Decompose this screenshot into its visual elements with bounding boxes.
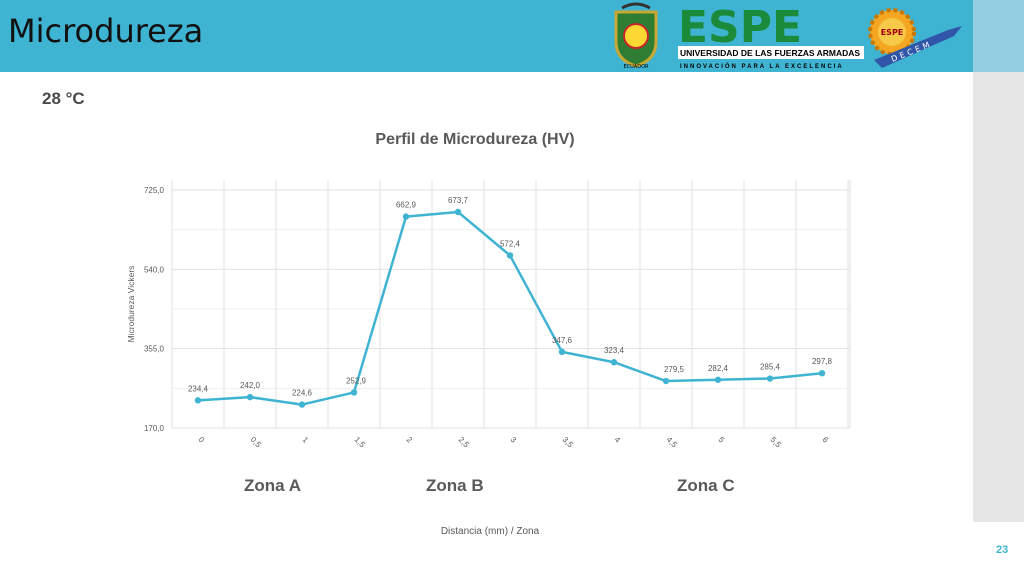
x-tick-label: 4 [613, 435, 623, 445]
x-tick-label: 2 [405, 435, 415, 445]
data-label: 282,4 [708, 364, 729, 373]
data-point [454, 208, 462, 216]
axes: 170,0 355,0 540,0 725,0 Microdureza Vickers 0… [126, 186, 830, 450]
x-tick-label: 3 [509, 435, 519, 445]
y-tick-label: 540,0 [144, 265, 165, 274]
data-label: 323,4 [604, 346, 625, 355]
logo-motto-text: INNOVACIÓN PARA LA EXCELENCIA [680, 62, 844, 70]
data-label: 297,8 [812, 357, 833, 366]
x-tick-label: 6 [821, 435, 831, 445]
x-axis-title: Distancia (mm) / Zona [440, 526, 540, 537]
y-tick-label: 725,0 [144, 186, 165, 195]
chart-title: Perfil de Microdureza (HV) [375, 131, 575, 148]
x-tick-label: 3,5 [561, 435, 576, 450]
x-tick-label: 0 [197, 435, 207, 445]
data-point [714, 376, 722, 383]
y-axis-title: Microdureza Vickers [126, 266, 136, 343]
x-tick-label: 1 [301, 435, 311, 445]
data-point [610, 359, 618, 366]
data-labels: 234,4 242,0 224,6 252,9 662,9 673,7 572,4 347,6… [188, 196, 833, 398]
data-point [766, 375, 774, 382]
side-band [973, 72, 1024, 522]
page-number: 23 [996, 544, 1009, 556]
data-point [350, 389, 358, 396]
data-label: 242,0 [240, 381, 261, 390]
data-label: 662,9 [396, 201, 417, 210]
data-point [818, 369, 826, 377]
data-point [194, 397, 202, 404]
x-tick-label: 5,5 [769, 435, 784, 450]
x-tick-label: 5 [717, 435, 727, 445]
corner-band [973, 0, 1024, 72]
data-point [246, 393, 254, 401]
crest-icon: ECUADOR [614, 2, 658, 70]
logo-university-text: UNIVERSIDAD DE LAS FUERZAS ARMADAS [680, 48, 860, 58]
data-label: 252,9 [346, 376, 367, 385]
x-tick-label: 0,5 [249, 435, 264, 450]
zone-a-label: Zona A [244, 476, 301, 495]
data-label: 279,5 [664, 365, 685, 374]
data-label: 234,4 [188, 384, 209, 393]
data-label: 347,6 [552, 336, 573, 345]
data-label: 673,7 [448, 196, 469, 205]
grid-lines [171, 180, 851, 429]
data-point [506, 252, 514, 259]
slide-title: Microdureza [8, 12, 204, 50]
y-tick-label: 355,0 [144, 345, 165, 354]
series-microdureza [194, 208, 826, 408]
data-label: 285,4 [760, 363, 781, 372]
logo-brand-text: ESPE [678, 2, 802, 53]
university-logo: ECUADOR ESPE UNIVERSIDAD DE LAS FUERZAS … [612, 2, 968, 70]
data-point [662, 377, 670, 385]
x-tick-label: 1,5 [353, 435, 368, 450]
zone-b-label: Zona B [426, 476, 484, 495]
temperature-label: 28 °C [42, 89, 85, 108]
header-bar: Microdureza [0, 0, 973, 72]
data-point [558, 348, 566, 356]
zone-c-label: Zona C [677, 476, 735, 495]
x-tick-label: 4,5 [665, 435, 680, 450]
data-point [402, 213, 410, 220]
crest-label: ECUADOR [624, 64, 650, 70]
data-label: 224,6 [292, 389, 313, 398]
y-tick-label: 170,0 [144, 424, 165, 433]
gear-badge-icon: ESPE [868, 8, 916, 56]
x-tick-label: 2,5 [457, 435, 472, 450]
badge-text: ESPE [881, 28, 904, 37]
data-point [298, 401, 306, 408]
data-label: 572,4 [500, 239, 521, 248]
